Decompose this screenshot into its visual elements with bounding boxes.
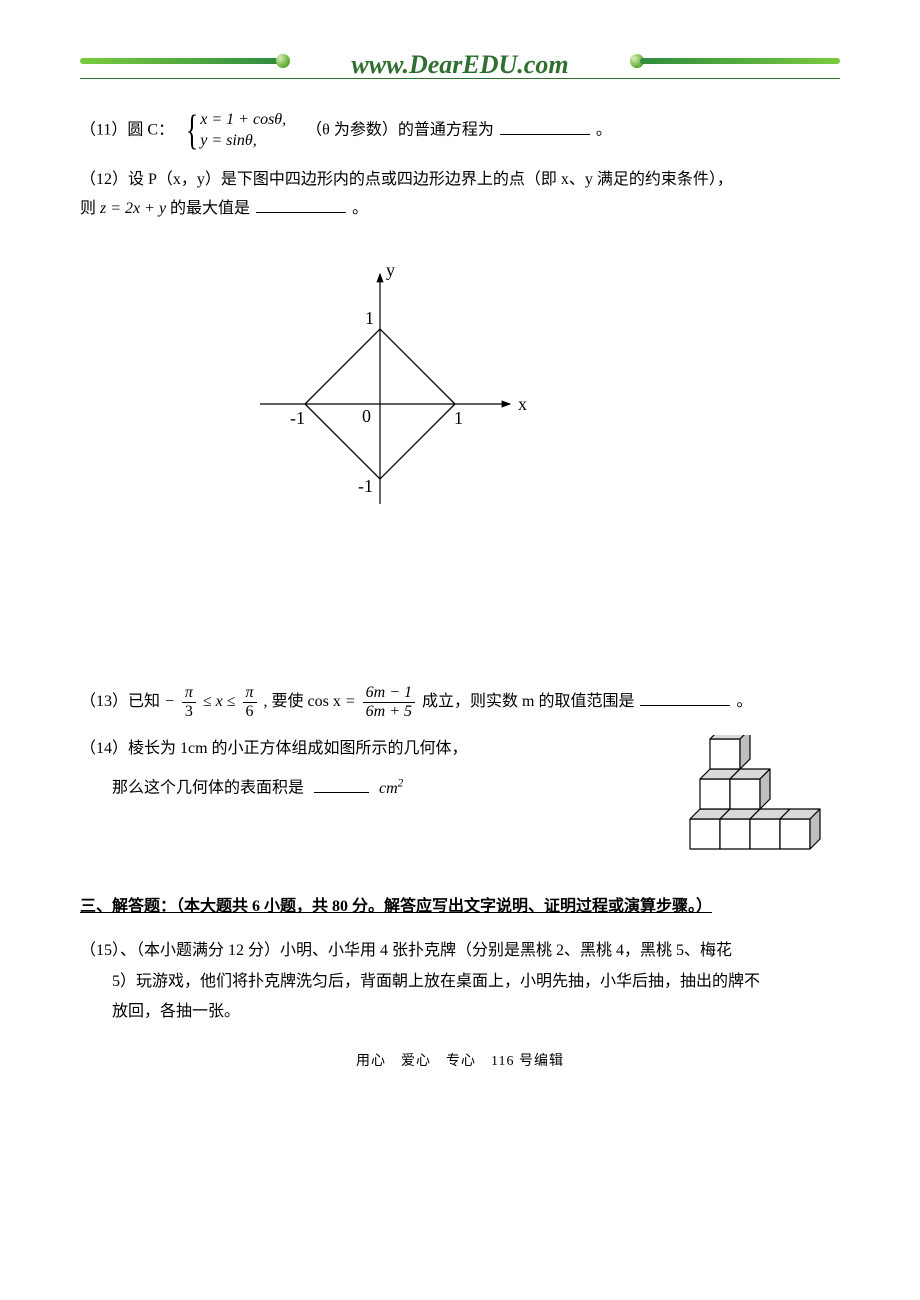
q15-line3: 放回，各抽一张。 bbox=[80, 997, 840, 1027]
q13-blank bbox=[640, 689, 730, 706]
q13-text3: 成立，则实数 m 的取值范围是 bbox=[422, 693, 634, 710]
q13-suffix: 。 bbox=[736, 693, 752, 710]
q11-note: （θ 为参数）的普通方程为 bbox=[306, 122, 494, 139]
question-13: （13）已知 − π 3 ≤ x ≤ π 6 , 要使 cos x = 6m −… bbox=[80, 684, 840, 720]
section-3-title-text: 三、解答题：（本大题共 6 小题，共 80 分。解答应写出文字说明、证明过程或演… bbox=[80, 898, 712, 915]
q13-coslhs: cos x bbox=[308, 693, 341, 710]
y-axis-label: y bbox=[386, 260, 395, 280]
q13-rden: 6 bbox=[243, 703, 257, 721]
q13-text2: , 要使 bbox=[264, 693, 304, 710]
q13-lnum: π bbox=[185, 684, 193, 701]
header-underline bbox=[80, 78, 840, 79]
q12-suffix: 。 bbox=[352, 200, 368, 217]
q11-label: （11）圆 C： bbox=[80, 122, 174, 139]
tick-x-pos: 1 bbox=[454, 408, 463, 428]
banner-dot-left bbox=[276, 54, 290, 68]
q12-prefix: 则 bbox=[80, 200, 96, 217]
q12-diagram: x y 0 1 -1 1 -1 bbox=[250, 254, 840, 525]
question-11: （11）圆 C： { x = 1 + cosθ, y = sinθ, （θ 为参… bbox=[80, 110, 840, 152]
q11-system: { x = 1 + cosθ, y = sinθ, bbox=[182, 110, 286, 152]
x-axis-label: x bbox=[518, 394, 527, 414]
tick-y-pos: 1 bbox=[365, 308, 374, 328]
q14-unit: cm2 bbox=[379, 780, 403, 797]
q13-cosden: 6m + 5 bbox=[363, 703, 415, 721]
question-12: （12）设 P（x，y）是下图中四边形内的点或四边形边界上的点（即 x、y 满足… bbox=[80, 166, 840, 224]
header-url: www.DearEDU.com bbox=[351, 42, 568, 89]
question-14: （14）棱长为 1cm 的小正方体组成如图所示的几何体， 那么这个几何体的表面积… bbox=[80, 735, 840, 880]
q14-blank bbox=[314, 776, 369, 793]
q13-label: （13）已知 bbox=[80, 693, 160, 710]
question-15: （15）、（本小题满分 12 分）小明、小华用 4 张扑克牌（分别是黑桃 2、黑… bbox=[80, 936, 840, 1027]
q11-suffix: 。 bbox=[596, 122, 612, 139]
tick-x-neg: -1 bbox=[290, 408, 305, 428]
banner-swoosh-right bbox=[640, 58, 840, 64]
q12-math: z = 2x + y bbox=[100, 200, 166, 217]
origin-label: 0 bbox=[362, 406, 371, 426]
q13-x: x bbox=[216, 693, 223, 710]
q11-eq2: y = sinθ, bbox=[200, 132, 256, 149]
q13-cosnum: 6m − 1 bbox=[363, 684, 415, 703]
q12-line1: （12）设 P（x，y）是下图中四边形内的点或四边形边界上的点（即 x、y 满足… bbox=[80, 166, 840, 195]
left-brace-icon: { bbox=[186, 110, 198, 152]
q13-lden: 3 bbox=[182, 703, 196, 721]
tick-y-neg: -1 bbox=[358, 476, 373, 496]
q15-line2: 5）玩游戏，他们将扑克牌洗匀后，背面朝上放在桌面上，小明先抽，小华后抽，抽出的牌… bbox=[80, 967, 840, 997]
page-footer: 用心 爱心 专心 116 号编辑 bbox=[80, 1049, 840, 1074]
q11-blank bbox=[500, 118, 590, 135]
q12-suffix-text: 的最大值是 bbox=[170, 200, 250, 217]
q12-blank bbox=[256, 196, 346, 213]
q13-rnum: π bbox=[246, 684, 254, 701]
q11-eq1: x = 1 + cosθ, bbox=[200, 111, 286, 128]
q15-line1: （15）、（本小题满分 12 分）小明、小华用 4 张扑克牌（分别是黑桃 2、黑… bbox=[80, 936, 840, 966]
header-banner: www.DearEDU.com bbox=[80, 40, 840, 90]
cube-figure bbox=[670, 735, 840, 880]
section-3-title: 三、解答题：（本大题共 6 小题，共 80 分。解答应写出文字说明、证明过程或演… bbox=[80, 893, 840, 922]
q14-line2: 那么这个几何体的表面积是 bbox=[112, 780, 304, 797]
banner-swoosh-left bbox=[80, 58, 280, 64]
